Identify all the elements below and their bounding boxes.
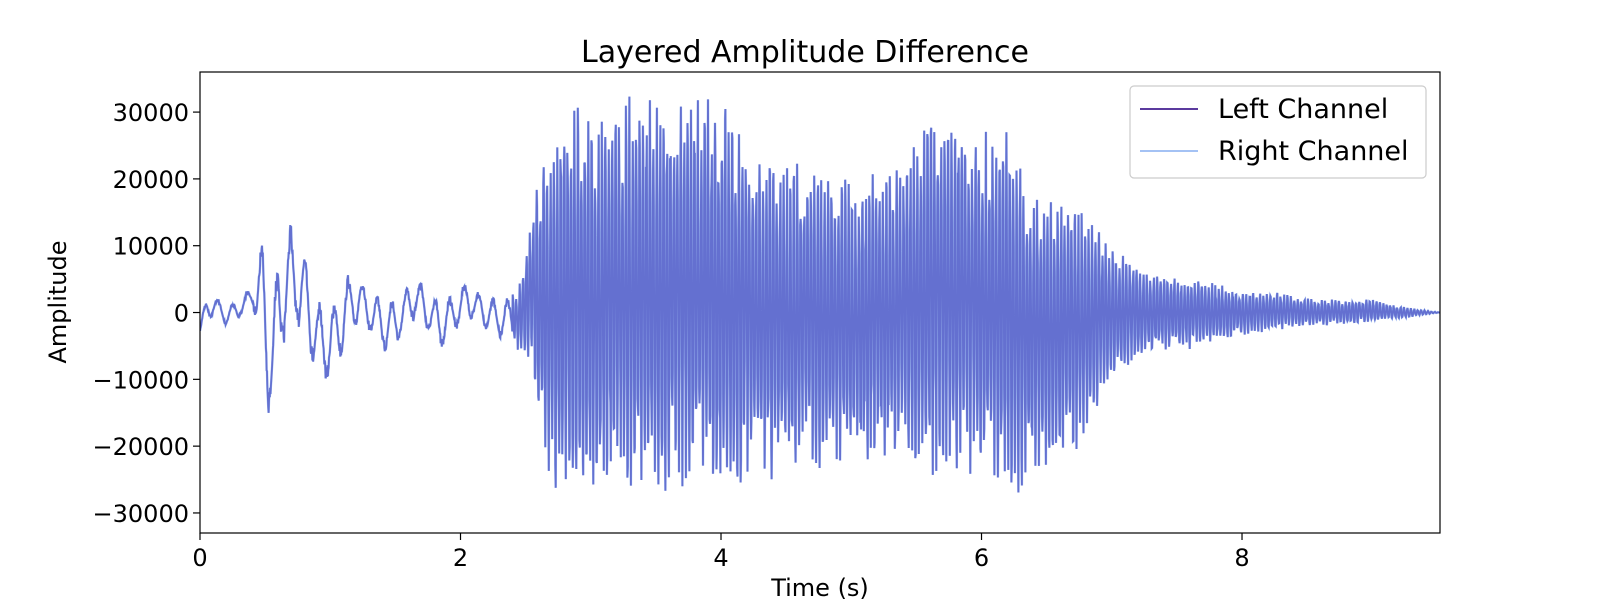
x-axis-label: Time (s) xyxy=(770,574,869,600)
chart-title: Layered Amplitude Difference xyxy=(581,35,1029,70)
legend-label-left-channel: Left Channel xyxy=(1218,94,1388,125)
x-tick-label: 6 xyxy=(974,544,989,572)
legend: Left Channel Right Channel xyxy=(1129,85,1427,179)
y-tick-label: −10000 xyxy=(93,366,189,394)
plot-area-frame xyxy=(199,71,1441,534)
x-tick-label: 2 xyxy=(453,544,468,572)
y-tick-label: −20000 xyxy=(93,433,189,461)
y-axis-label: Amplitude xyxy=(44,241,72,364)
y-tick-label: −30000 xyxy=(93,500,189,528)
y-tick-label: 10000 xyxy=(113,233,189,261)
series-layer xyxy=(200,96,1440,493)
y-tick-label: 20000 xyxy=(113,166,189,194)
x-tick-label: 0 xyxy=(192,544,207,572)
x-tick-label: 4 xyxy=(713,544,728,572)
x-axis: 0 2 4 6 8 xyxy=(192,533,1250,572)
y-tick-label: 0 xyxy=(174,300,189,328)
series-line-left-channel xyxy=(200,96,1440,493)
legend-frame xyxy=(1129,85,1427,179)
legend-label-right-channel: Right Channel xyxy=(1218,136,1409,167)
y-tick-label: 30000 xyxy=(113,99,189,127)
y-axis: 30000 20000 10000 0 −10000 −20000 −30000 xyxy=(93,99,200,528)
x-tick-label: 8 xyxy=(1234,544,1249,572)
